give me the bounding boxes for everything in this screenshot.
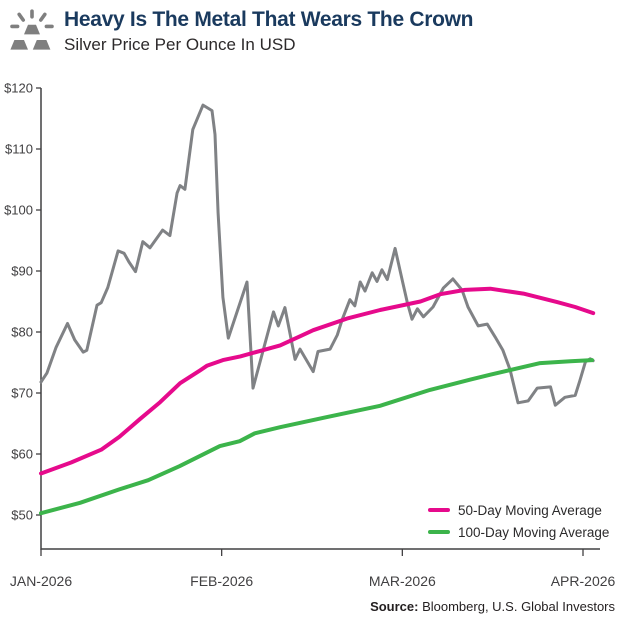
source-line: Source: Bloomberg, U.S. Global Investors <box>370 599 615 614</box>
legend-swatch-100-day-ma <box>428 529 450 535</box>
page-title: Heavy Is The Metal That Wears The Crown <box>64 8 474 31</box>
y-tick-label: $120 <box>4 81 33 96</box>
legend-label-100-day-ma: 100-Day Moving Average <box>458 524 610 540</box>
x-tick-label: APR-2026 <box>551 573 616 589</box>
y-tick-label: $60 <box>11 447 33 462</box>
chart-header: Heavy Is The Metal That Wears The Crown … <box>0 0 624 66</box>
y-tick-label: $70 <box>11 386 33 401</box>
page-subtitle: Silver Price Per Ounce In USD <box>64 35 296 54</box>
x-tick-label: JAN-2026 <box>10 573 72 589</box>
x-tick-label: MAR-2026 <box>369 573 436 589</box>
source-text: Bloomberg, U.S. Global Investors <box>418 599 615 614</box>
y-tick-label: $100 <box>4 203 33 218</box>
legend-item-50-day-ma: 50-Day Moving Average <box>428 499 609 521</box>
series-line-0 <box>39 103 595 407</box>
axes <box>40 88 600 550</box>
legend-item-100-day-ma: 100-Day Moving Average <box>428 521 609 543</box>
legend: 50-Day Moving Average 100-Day Moving Ave… <box>428 499 609 543</box>
series-line-2 <box>39 358 594 516</box>
y-tick-label: $80 <box>11 325 33 340</box>
y-tick-label: $90 <box>11 264 33 279</box>
series-line-1 <box>39 286 596 476</box>
y-tick-label: $50 <box>11 508 33 523</box>
legend-swatch-50-day-ma <box>428 507 450 513</box>
x-tick-label: FEB-2026 <box>190 573 253 589</box>
y-tick-label: $110 <box>5 142 33 157</box>
source-label: Source: <box>370 599 419 614</box>
gold-bars-icon <box>10 9 54 50</box>
legend-label-50-day-ma: 50-Day Moving Average <box>458 502 602 518</box>
